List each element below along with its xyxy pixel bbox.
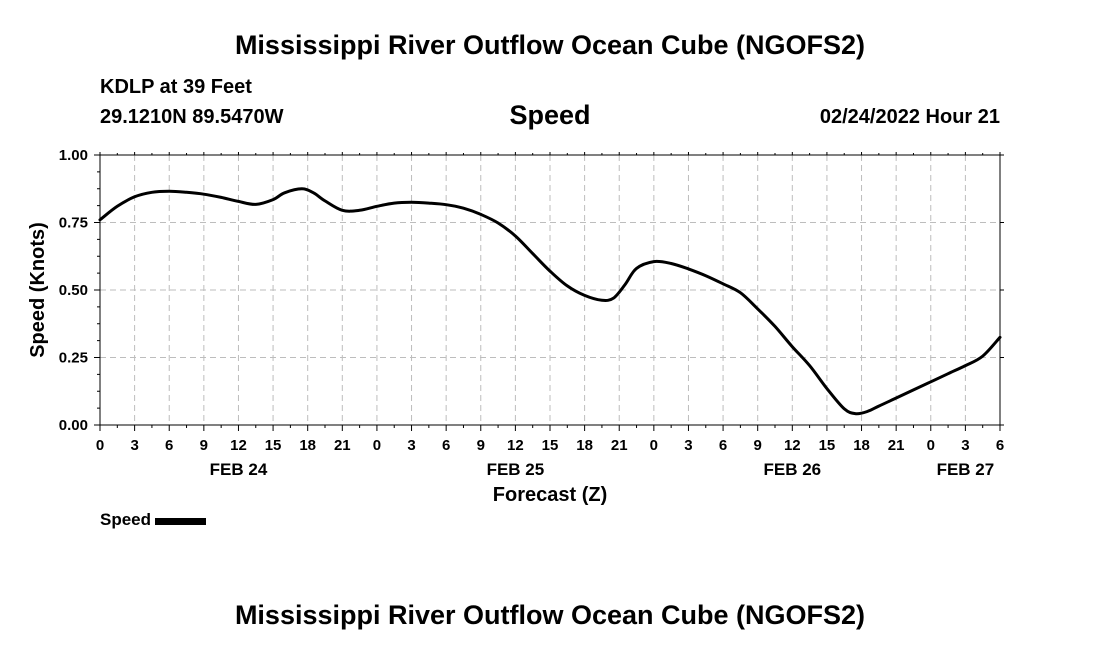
legend-swatch-speed bbox=[155, 518, 207, 525]
x-tick-label: 15 bbox=[542, 437, 559, 454]
x-tick-label: 18 bbox=[576, 437, 593, 454]
x-tick-label: 15 bbox=[819, 437, 836, 454]
x-tick-label: 9 bbox=[200, 437, 208, 454]
x-tick-label: 9 bbox=[754, 437, 762, 454]
chart-subtitle: Speed bbox=[509, 100, 591, 130]
coordinates-label: 29.1210N 89.5470W bbox=[100, 106, 284, 128]
axis-tick-labels: 0 3 6 9 12 15 18 21 0 3 6 9 12 15 18 21 0 3 6 9 12 15 18 21 0 3 6 0… bbox=[59, 147, 1004, 479]
axis-ticks bbox=[94, 152, 1004, 431]
x-tick-label: 18 bbox=[299, 437, 316, 454]
x-tick-label: 0 bbox=[650, 437, 658, 454]
y-axis-label: Speed (Knots) bbox=[27, 222, 49, 358]
y-tick-label: 0.00 bbox=[59, 417, 88, 434]
x-tick-label: 12 bbox=[507, 437, 524, 454]
x-tick-label: 12 bbox=[230, 437, 247, 454]
x-tick-label: 21 bbox=[611, 437, 628, 454]
station-label: KDLP at 39 Feet bbox=[100, 76, 252, 98]
x-tick-label: 21 bbox=[334, 437, 351, 454]
x-tick-label: 0 bbox=[373, 437, 381, 454]
legend-label-speed: Speed bbox=[100, 510, 152, 529]
series-line-speed bbox=[98, 187, 1002, 416]
legend: Speed bbox=[100, 510, 207, 530]
y-tick-label: 0.50 bbox=[59, 282, 88, 299]
day-label: FEB 25 bbox=[487, 460, 545, 479]
x-tick-label: 3 bbox=[684, 437, 692, 454]
x-tick-label: 3 bbox=[407, 437, 415, 454]
x-tick-label: 0 bbox=[927, 437, 935, 454]
y-tick-label: 0.25 bbox=[59, 350, 88, 367]
x-tick-label: 9 bbox=[477, 437, 485, 454]
day-label: FEB 26 bbox=[763, 460, 821, 479]
day-label: FEB 27 bbox=[937, 460, 995, 479]
footer-title: Mississippi River Outflow Ocean Cube (NG… bbox=[234, 600, 866, 630]
x-tick-label: 18 bbox=[853, 437, 870, 454]
x-tick-label: 21 bbox=[888, 437, 905, 454]
x-tick-label: 6 bbox=[719, 437, 727, 454]
speed-chart: 0 3 6 9 12 15 18 21 0 3 6 9 12 15 18 21 0 3 6 9 12 15 18 21 0 3 6 0… bbox=[27, 147, 1004, 506]
x-tick-label: 12 bbox=[784, 437, 801, 454]
y-tick-label: 0.75 bbox=[59, 215, 88, 232]
page-title: Mississippi River Outflow Ocean Cube (NG… bbox=[234, 30, 866, 60]
grid bbox=[100, 155, 1000, 425]
y-tick-label: 1.00 bbox=[59, 147, 88, 164]
x-tick-label: 6 bbox=[996, 437, 1004, 454]
x-tick-label: 15 bbox=[265, 437, 282, 454]
x-tick-label: 3 bbox=[130, 437, 138, 454]
x-tick-label: 3 bbox=[961, 437, 969, 454]
day-label: FEB 24 bbox=[210, 460, 268, 479]
x-tick-label: 6 bbox=[442, 437, 450, 454]
timestamp-label: 02/24/2022 Hour 21 bbox=[819, 106, 1000, 128]
x-axis-label: Forecast (Z) bbox=[493, 484, 607, 506]
x-tick-label: 0 bbox=[96, 437, 104, 454]
x-tick-label: 6 bbox=[165, 437, 173, 454]
